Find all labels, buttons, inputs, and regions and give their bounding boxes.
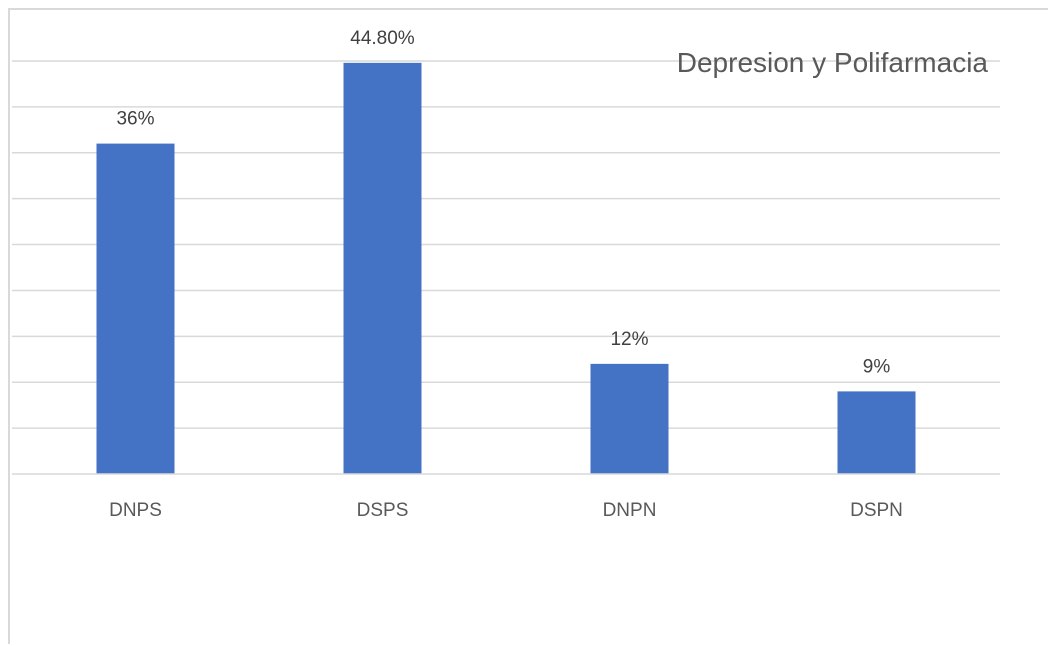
gridlines	[12, 60, 1000, 429]
category-label-dsps: DSPS	[357, 500, 409, 521]
bars	[96, 62, 916, 474]
bar-dspn	[837, 391, 916, 474]
data-label-dsps: 44.80%	[350, 28, 415, 49]
chart-title: Depresion y Polifarmacia	[677, 47, 989, 78]
bar-chart: 36% 44.80% 12% 9% DNPS DSPS DNPN DSPN Depresio…	[12, 28, 1000, 521]
chart-frame: 36% 44.80% 12% 9% DNPS DSPS DNPN DSPN Depresio…	[8, 8, 1048, 644]
category-label-dnps: DNPS	[109, 500, 162, 521]
category-label-dspn: DSPN	[850, 500, 903, 521]
data-labels: 36% 44.80% 12% 9%	[116, 28, 890, 378]
data-label-dspn: 9%	[863, 356, 891, 377]
bar-dnps	[96, 143, 175, 474]
bar-dsps	[343, 62, 422, 474]
category-label-dnpn: DNPN	[603, 500, 657, 521]
category-axis-labels: DNPS DSPS DNPN DSPN	[109, 500, 903, 521]
bar-dnpn	[590, 363, 669, 474]
data-label-dnpn: 12%	[610, 329, 648, 350]
data-label-dnps: 36%	[116, 109, 154, 130]
